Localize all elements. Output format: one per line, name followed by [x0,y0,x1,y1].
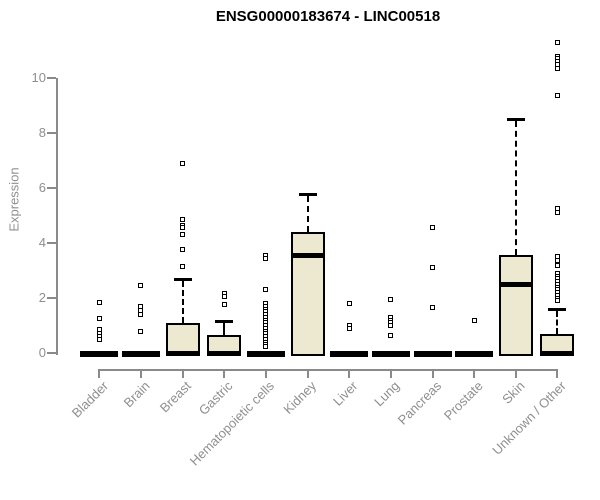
outlier-dot [430,225,435,231]
x-axis-tick [98,369,101,378]
x-axis-tick [139,369,142,378]
outlier-dot [180,160,186,166]
x-tick-label: Breast [156,378,194,416]
whisker-line [181,280,184,323]
outlier-dot [388,296,394,302]
x-tick-label: Bladder [68,378,111,421]
whisker-cap [298,192,317,196]
outlier-dot [430,265,435,271]
x-axis-tick [348,369,351,378]
x-axis-tick [556,369,559,378]
y-axis-tick [47,242,56,244]
y-axis-tick [47,132,56,134]
x-axis-tick [306,369,309,378]
whisker-line [556,311,559,334]
x-tick-label: Prostate [440,378,486,424]
x-axis-tick [264,369,267,378]
x-axis-tick [223,369,226,378]
whisker-cap [215,320,234,324]
whisker-line [306,195,309,232]
outlier-dot [221,294,227,300]
outlier-dot [554,39,560,45]
x-tick-label: Skin [498,378,528,407]
median-line [165,350,200,356]
y-tick-label: 6 [38,180,46,195]
median-line [290,252,325,258]
outlier-dot [96,336,102,342]
outlier-dot [138,283,144,289]
whisker-cap [173,277,192,281]
y-axis-label: Expression [6,167,22,232]
x-tick-label: Gastric [195,378,236,418]
y-axis-tick [47,77,56,79]
outlier-dot [263,255,269,261]
x-tick-label: Unknown / Other [489,378,569,458]
collapsed-box-hematopoietic-cells [246,350,285,357]
median-line [498,281,533,287]
whisker-cap [506,118,525,122]
outlier-dot [263,287,269,293]
outlier-dot [346,301,352,306]
outlier-dot [346,325,352,331]
whisker-cap [548,308,567,311]
outlier-dot [138,328,144,334]
y-tick-label: 4 [38,235,46,250]
x-axis-line [98,369,559,371]
collapsed-box-pancreas [413,350,452,357]
outlier-dot [554,65,560,71]
y-axis-tick [47,187,56,189]
x-axis-tick [473,369,476,378]
y-tick-label: 0 [38,345,46,360]
outlier-dot [554,210,560,216]
outlier-dot [180,232,186,238]
x-axis-tick [431,369,434,378]
collapsed-box-lung [371,350,410,357]
x-tick-label: Brain [120,378,153,411]
outlier-dot [180,217,186,223]
outlier-dot [471,317,477,323]
outlier-dot [388,332,394,338]
x-tick-label: Lung [371,378,403,410]
outlier-dot [180,263,186,269]
y-tick-label: 2 [38,290,46,305]
box-kidney [290,232,325,356]
outlier-dot [554,262,560,268]
x-axis-tick [514,369,517,378]
y-axis-tick [47,352,56,354]
outlier-dot [263,343,269,349]
x-tick-label: Pancreas [394,378,444,428]
outlier-dot [180,247,186,253]
x-tick-label: Liver [329,378,361,409]
outlier-dot [221,302,227,308]
x-axis-tick [389,369,392,378]
outlier-dot [554,93,560,99]
outlier-dot [96,299,102,305]
collapsed-box-liver [330,350,369,357]
y-axis-line [56,78,58,355]
whisker-line [223,323,226,336]
collapsed-box-prostate [455,350,494,357]
outlier-dot [430,305,435,311]
collapsed-box-bladder [80,350,119,357]
x-tick-label: Kidney [280,378,319,417]
x-axis-tick [181,369,184,378]
whisker-line [514,121,517,256]
outlier-dot [180,225,186,231]
chart-title: ENSG00000183674 - LINC00518 [215,8,441,25]
y-tick-label: 8 [38,125,46,140]
y-tick-label: 10 [31,70,46,85]
median-line [540,350,575,356]
median-line [207,350,242,356]
y-axis-tick [47,297,56,299]
outlier-dot [554,298,560,304]
collapsed-box-brain [121,350,160,357]
outlier-dot [96,316,102,322]
box-skin [498,255,533,356]
outlier-dot [138,312,144,317]
outlier-dot [388,323,394,328]
